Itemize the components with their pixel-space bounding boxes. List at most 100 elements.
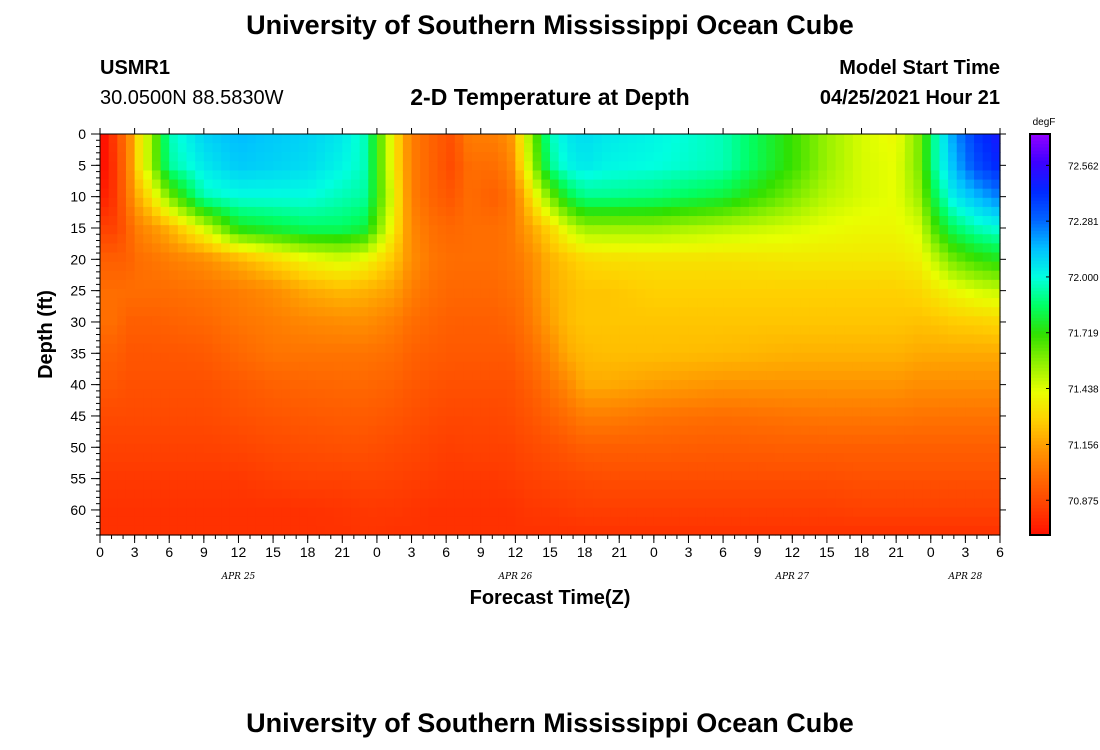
heatmap-cell [212,389,222,399]
heatmap-cell [636,407,646,418]
heatmap-cell [974,389,984,399]
heatmap-cell [861,525,871,536]
heatmap-cell [255,416,266,427]
heatmap-cell [333,252,343,263]
heatmap-cell [870,516,880,527]
heatmap-cell [800,243,811,254]
heatmap-cell [852,134,863,144]
heatmap-cell [307,361,317,372]
heatmap-cell [524,298,534,308]
heatmap-cell [489,197,499,208]
heatmap-cell [878,425,889,436]
heatmap-cell [255,161,266,172]
heatmap-cell [186,298,196,308]
heatmap-cell [463,525,473,536]
colorbar-swatch [1030,468,1050,473]
heatmap-cell [255,316,266,326]
heatmap-cell [160,243,170,254]
heatmap-cell [428,307,439,317]
heatmap-cell [653,407,664,418]
heatmap-cell [264,143,274,153]
heatmap-cell [117,507,127,518]
heatmap-cell [558,143,568,153]
heatmap-cell [567,298,577,308]
heatmap-cell [186,498,196,509]
heatmap-cell [420,279,430,290]
heatmap-cell [861,261,871,272]
heatmap-cell [705,525,716,536]
heatmap-cell [619,471,629,481]
heatmap-cell [437,434,447,445]
heatmap-cell [558,179,568,190]
heatmap-cell [601,498,612,509]
heatmap-cell [385,398,395,409]
heatmap-cell [835,307,845,317]
heatmap-cell [264,252,274,263]
colorbar-swatch [1030,271,1050,275]
heatmap-cell [679,234,690,244]
heatmap-cell [601,398,612,409]
heatmap-cell [273,434,283,445]
heatmap-cell [870,279,880,290]
heatmap-cell [350,425,361,436]
heatmap-cell [740,134,750,144]
heatmap-cell [524,516,534,527]
colorbar-swatch [1030,307,1050,312]
colorbar-swatch [1030,180,1050,185]
heatmap-cell [532,143,542,153]
heatmap-cell [982,252,992,263]
heatmap-cell [913,206,923,217]
colorbar-swatch [1030,254,1050,259]
heatmap-cell [956,480,966,491]
colorbar-swatch [1030,167,1050,172]
heatmap-cell [428,507,439,518]
heatmap-cell [861,352,871,363]
heatmap-cell [143,197,153,208]
heatmap-cell [757,361,767,372]
heatmap-cell [982,507,992,518]
heatmap-cell [472,507,482,518]
heatmap-cell [878,525,889,536]
heatmap-cell [333,398,343,409]
heatmap-cell [411,489,421,500]
heatmap-cell [627,234,638,244]
heatmap-cell [835,525,845,536]
heatmap-cell [861,443,871,454]
heatmap-cell [757,480,767,491]
heatmap-cell [437,507,447,518]
heatmap-cell [904,389,915,399]
heatmap-cell [714,307,724,317]
heatmap-cell [982,216,992,226]
y-tick-label: 15 [70,220,86,236]
heatmap-cell [930,471,941,481]
heatmap-cell [368,234,378,244]
heatmap-cell [316,489,326,500]
heatmap-cell [411,416,421,427]
heatmap-cell [480,134,491,144]
heatmap-cell [151,234,162,244]
heatmap-cell [368,307,378,317]
heatmap-cell [930,279,941,290]
heatmap-cell [922,462,932,472]
heatmap-cell [359,206,369,217]
heatmap-cell [515,398,525,409]
heatmap-cell [446,425,456,436]
heatmap-cell [463,471,473,481]
heatmap-cell [151,288,162,299]
heatmap-cell [359,443,369,454]
heatmap-cell [662,389,672,399]
heatmap-cell [948,462,958,472]
heatmap-cell [783,288,793,299]
heatmap-cell [299,370,309,381]
heatmap-cell [558,216,568,226]
heatmap-cell [688,234,698,244]
heatmap-cell [342,270,352,281]
heatmap-cell [281,143,291,153]
heatmap-cell [844,225,854,235]
heatmap-cell [281,288,291,299]
colorbar-swatch [1030,147,1050,152]
heatmap-cell [221,261,231,272]
heatmap-cell [350,407,361,418]
heatmap-cell [887,288,897,299]
heatmap-cell [428,343,439,354]
